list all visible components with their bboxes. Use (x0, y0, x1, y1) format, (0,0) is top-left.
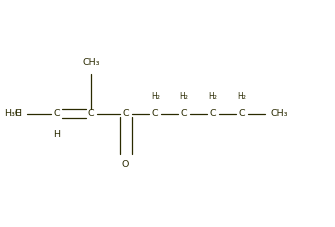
Text: H₂: H₂ (209, 92, 217, 101)
Text: C: C (210, 109, 216, 118)
Text: C: C (122, 109, 129, 118)
Text: H₃C: H₃C (4, 109, 21, 118)
Text: C: C (53, 109, 60, 118)
Text: O: O (122, 160, 129, 169)
Text: H: H (53, 131, 60, 139)
Text: CH₃: CH₃ (271, 109, 288, 118)
Text: H: H (14, 109, 21, 118)
Text: C: C (152, 109, 158, 118)
Text: C: C (239, 109, 245, 118)
Text: CH₃: CH₃ (82, 58, 100, 67)
Text: H₂: H₂ (151, 92, 160, 101)
Text: H₂: H₂ (238, 92, 247, 101)
Text: H₂: H₂ (180, 92, 189, 101)
Text: C: C (181, 109, 188, 118)
Text: C: C (88, 109, 94, 118)
